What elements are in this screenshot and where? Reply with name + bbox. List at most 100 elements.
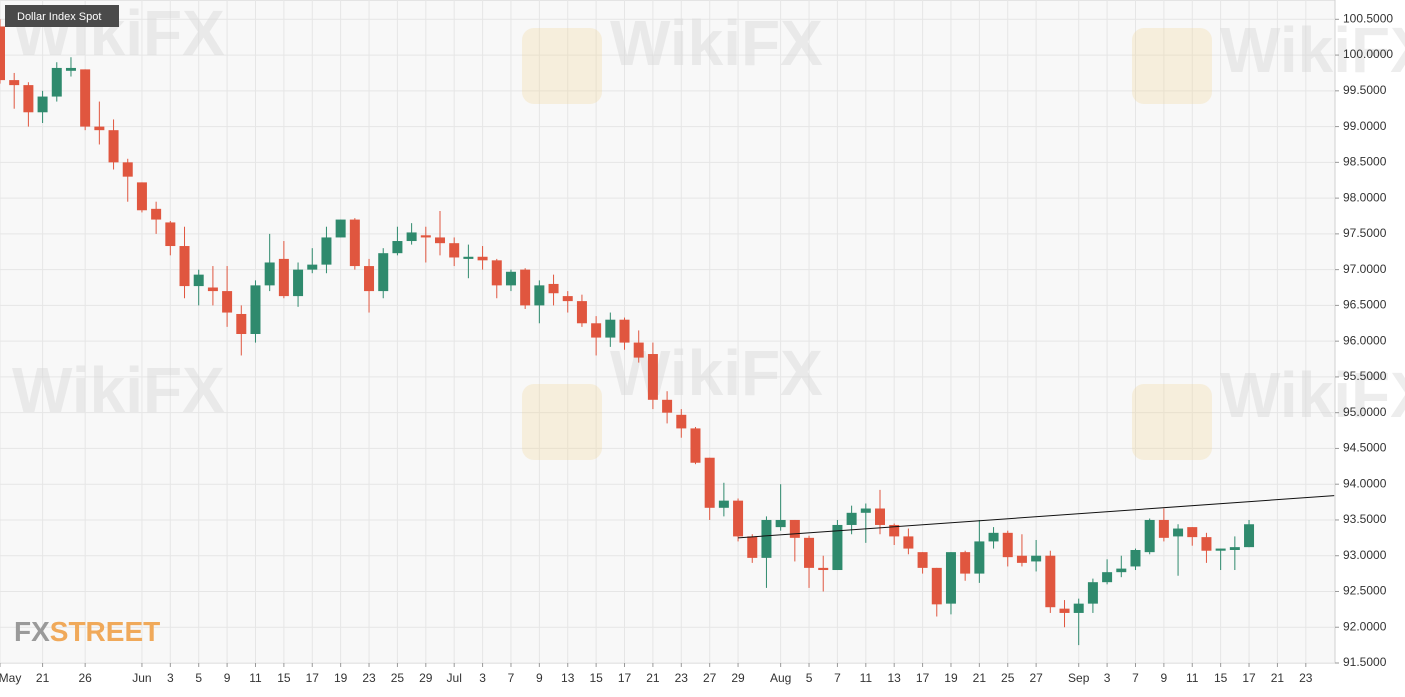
candle-body [520,269,531,306]
candle-body [378,253,389,292]
candle-body [0,26,5,81]
candle-body [51,67,62,97]
x-tick-label: 23 [362,671,376,685]
x-tick-label: 9 [1161,671,1168,685]
x-tick-label: Aug [770,671,791,685]
x-tick-label: 21 [36,671,50,685]
axes: 91.5000 92.0000 92.5000 93.0000 93.5000 94.00… [0,11,1393,685]
x-tick-label: Jun [132,671,151,685]
candle-body [804,537,815,568]
x-tick-label: Sep [1068,671,1090,685]
x-tick-label: 7 [508,671,515,685]
plot-area [0,0,1336,664]
y-tick-label: 99.0000 [1343,119,1387,133]
x-tick-label: 7 [1132,671,1139,685]
candle-body [1002,532,1013,558]
y-tick-label: 93.5000 [1343,512,1387,526]
x-tick-label: 7 [834,671,841,685]
x-tick-label: 9 [224,671,231,685]
candle-body [250,285,261,335]
x-tick-label: 17 [1242,671,1256,685]
candle-body [548,283,559,294]
candle-body [349,219,360,267]
trend-line [738,495,1335,539]
y-tick-label: 97.5000 [1343,226,1387,240]
candle-body [875,508,885,525]
x-tick-label: 11 [249,671,262,685]
y-tick-label: 96.5000 [1343,298,1387,312]
x-tick-label: 5 [195,671,202,685]
candle-body [1045,555,1056,608]
y-tick-label: 95.0000 [1343,405,1387,419]
watermark: WikiFX [1220,14,1405,86]
candle-body [1215,548,1226,551]
candle-body [988,532,999,542]
x-tick-label: 21 [1271,671,1285,685]
candle-body [676,414,687,429]
y-tick-label: 100.5000 [1343,11,1393,25]
candle-body [818,567,829,571]
x-tick-label: 11 [860,671,873,685]
x-tick-label: 15 [1214,671,1228,685]
y-tick-label: 99.5000 [1343,83,1387,97]
x-tick-label: 29 [731,671,745,685]
candle-body [718,500,729,508]
candle-body [307,264,318,270]
candle-body [1173,528,1184,537]
candle-body [647,354,658,400]
y-tick-label: 100.0000 [1343,47,1393,61]
x-tick-label: 17 [306,671,320,685]
candle-body [619,319,630,343]
candle-body [903,536,914,549]
candle-body [1059,608,1070,613]
y-tick-label: 92.5000 [1343,584,1387,598]
candle-body [1187,527,1198,538]
candle-body [775,519,786,528]
x-tick-label: Jul [447,671,462,685]
x-tick-label: 25 [391,671,405,685]
candle-body [1130,549,1141,567]
watermark-badge [522,28,602,104]
candle-body [917,552,928,568]
candle-body [1073,603,1084,613]
watermark-badge [1132,384,1212,460]
watermark: WikiFX [610,7,823,79]
x-tick-label: 9 [536,671,543,685]
x-tick-label: 23 [675,671,689,685]
candle-body [420,235,431,238]
x-tick-label: May [0,671,21,685]
y-tick-label: 96.0000 [1343,333,1387,347]
candle-body [406,232,417,242]
candle-body [1201,537,1212,551]
candle-body [108,130,119,163]
candle-body [889,524,900,537]
watermark-badge [1132,28,1212,104]
candle-body [1016,555,1027,563]
x-tick-label: 21 [646,671,660,685]
candle-body [633,342,644,358]
candle-body [562,296,573,302]
candle-body [733,500,744,537]
candle-body [9,80,20,86]
candle-body [832,524,843,571]
candle-body [576,301,587,324]
x-tick-label: 13 [888,671,902,685]
candle-body [193,274,204,287]
x-tick-label: 23 [1299,671,1313,685]
y-tick-label: 91.5000 [1343,655,1387,669]
x-tick-label: 5 [806,671,813,685]
candle-body [534,285,545,306]
y-tick-label: 97.0000 [1343,262,1387,276]
watermark-badge [522,384,602,460]
candle-body [335,219,346,238]
candle-body [1144,519,1155,553]
candle-body [1087,582,1098,604]
logo: FXSTREET [14,616,160,647]
candle-body [222,291,233,313]
candle-body [392,241,403,254]
candle-body [1116,568,1127,573]
candle-body [80,69,91,127]
x-tick-label: 17 [618,671,632,685]
chart-title: Dollar Index Spot [17,11,101,23]
y-tick-label: 95.5000 [1343,369,1387,383]
